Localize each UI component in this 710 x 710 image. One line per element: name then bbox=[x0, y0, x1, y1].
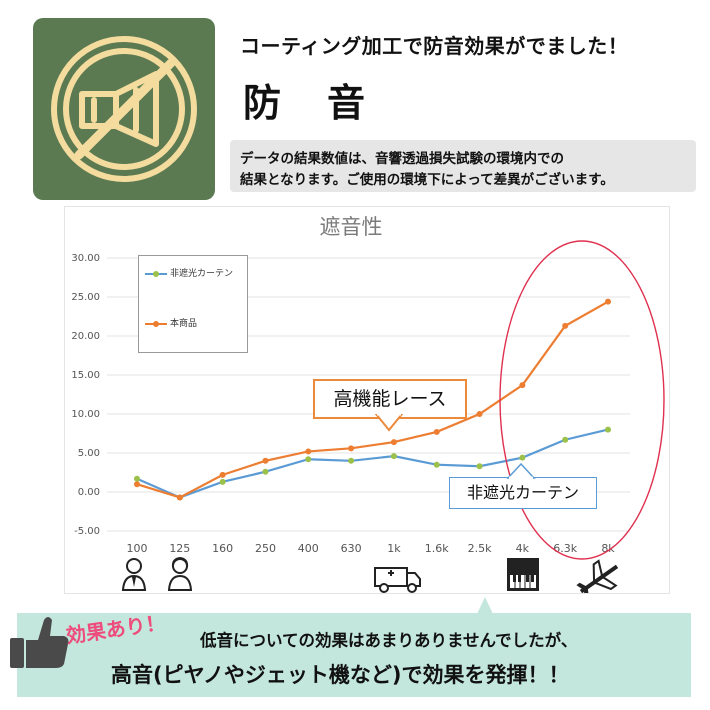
data-point-non-blackout bbox=[390, 453, 397, 460]
x-tick-label: 4k bbox=[516, 542, 530, 555]
highlight-ellipse bbox=[499, 240, 665, 560]
x-tick-label: 2.5k bbox=[468, 542, 492, 555]
data-point-product bbox=[390, 439, 397, 446]
data-point-product bbox=[562, 322, 569, 329]
data-point-non-blackout bbox=[605, 426, 611, 433]
data-point-non-blackout bbox=[305, 456, 312, 463]
disclaimer-line-1: データの結果数値は、音響透過損失試験の環境内での bbox=[240, 151, 564, 167]
callout-non-pointer bbox=[506, 463, 536, 479]
data-point-product bbox=[262, 457, 269, 464]
x-tick-label: 8k bbox=[601, 542, 615, 555]
disclaimer-line-2: 結果となります。ご使用の環境下によって差異がございます。 bbox=[240, 172, 614, 188]
airplane-icon bbox=[576, 559, 619, 593]
y-tick-label: 10.00 bbox=[71, 409, 100, 420]
y-tick-label: 30.00 bbox=[71, 253, 100, 264]
y-tick-label: 15.00 bbox=[71, 370, 100, 381]
x-tick-label: 1k bbox=[387, 542, 401, 555]
legend-item-product: 本商品 bbox=[145, 316, 197, 329]
data-point-product bbox=[476, 411, 483, 417]
data-point-non-blackout bbox=[519, 454, 526, 461]
series-line-non-blackout bbox=[136, 428, 609, 499]
callout-lace-pointer bbox=[374, 414, 404, 432]
x-tick-label: 6.3k bbox=[553, 542, 577, 555]
y-tick-label: 20.00 bbox=[71, 331, 100, 342]
no-sound-speaker-icon bbox=[51, 36, 197, 182]
thumbs-up-icon bbox=[10, 617, 69, 668]
data-point-non-blackout bbox=[562, 436, 569, 443]
data-point-product bbox=[605, 298, 611, 305]
chart-title: 遮音性 bbox=[320, 215, 383, 239]
x-tick-label: 250 bbox=[255, 542, 276, 555]
data-point-non-blackout bbox=[348, 457, 355, 464]
x-tick-label: 630 bbox=[341, 542, 362, 555]
x-tick-label: 1.6k bbox=[425, 542, 449, 555]
disclaimer-box: データの結果数値は、音響透過損失試験の環境内での 結果となります。ご使用の環境下… bbox=[230, 140, 696, 192]
x-tick-label: 125 bbox=[169, 542, 190, 555]
data-point-non-blackout bbox=[134, 475, 140, 482]
y-tick-label: 0.00 bbox=[78, 487, 100, 498]
data-point-product bbox=[519, 382, 526, 389]
callout-non-blackout: 非遮光カーテン bbox=[449, 477, 597, 509]
data-point-non-blackout bbox=[219, 478, 226, 485]
data-point-product bbox=[348, 445, 355, 452]
ambulance-icon bbox=[374, 567, 421, 593]
man-icon bbox=[121, 558, 147, 591]
data-point-product bbox=[219, 471, 226, 478]
callout-lace: 高機能レース bbox=[313, 379, 467, 419]
data-point-non-blackout bbox=[433, 461, 440, 468]
sound-insulation-chart: 遮音性 30.00 25.00 20.00 15.00 10.00 5.00 0.00 -5.0… bbox=[71, 215, 665, 593]
series-line-product bbox=[136, 300, 609, 499]
data-point-non-blackout bbox=[262, 468, 269, 475]
x-tick-label: 100 bbox=[127, 542, 148, 555]
chart-frame: 遮音性 30.00 25.00 20.00 15.00 10.00 5.00 0.00 -5.0… bbox=[64, 206, 670, 594]
data-point-product bbox=[433, 428, 440, 435]
legend-item-non-blackout: 非遮光カーテン bbox=[145, 266, 233, 279]
summary-line-1: 低音についての効果はあまりありませんでしたが、 bbox=[200, 631, 578, 650]
chart-legend: 非遮光カーテン 本商品 bbox=[138, 255, 248, 353]
data-point-non-blackout bbox=[476, 463, 483, 470]
data-point-product bbox=[134, 481, 140, 488]
summary-panel bbox=[17, 613, 691, 697]
y-tick-label: 25.00 bbox=[71, 292, 100, 303]
summary-pointer bbox=[477, 597, 493, 614]
x-tick-label: 160 bbox=[212, 542, 233, 555]
y-tick-label: -5.00 bbox=[74, 526, 100, 537]
y-tick-label: 5.00 bbox=[78, 448, 100, 459]
headline: コーティング加工で防音効果がでました！ bbox=[240, 34, 629, 58]
summary-line-2: 高音(ピヤノやジェット機など)で効果を発揮！！ bbox=[111, 663, 570, 687]
woman-icon bbox=[167, 556, 193, 591]
piano-icon bbox=[507, 558, 539, 591]
page-title: 防 音 bbox=[243, 80, 370, 125]
data-point-product bbox=[176, 494, 183, 501]
no-sound-icon-tile bbox=[33, 18, 215, 200]
x-tick-label: 400 bbox=[298, 542, 319, 555]
data-point-product bbox=[305, 448, 312, 455]
